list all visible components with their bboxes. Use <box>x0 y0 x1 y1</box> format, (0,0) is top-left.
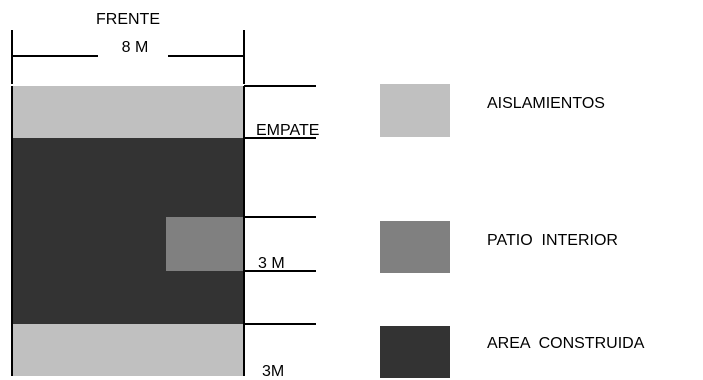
legend-swatch-patio-interior <box>380 221 450 273</box>
width-label: 8 M <box>122 39 149 56</box>
rear-dimension-label: 3M <box>262 363 284 380</box>
legend: AISLAMIENTOS PATIO INTERIOR AREA CONSTRU… <box>380 84 645 378</box>
legend-label-patio-interior: PATIO INTERIOR <box>487 232 618 249</box>
empate-label: EMPATE <box>256 122 319 139</box>
front-dimension: FRENTE 8 M <box>11 11 245 84</box>
rear-setback-zone <box>12 324 244 376</box>
front-setback-zone <box>12 86 244 138</box>
patio-dimension-label: 3 M <box>258 255 285 272</box>
legend-swatch-area-construida <box>380 326 450 378</box>
frente-label: FRENTE <box>96 11 160 28</box>
legend-label-aislamientos: AISLAMIENTOS <box>487 95 605 112</box>
interior-patio-zone <box>166 217 244 271</box>
legend-label-area-construida: AREA CONSTRUIDA <box>487 335 645 352</box>
legend-swatch-aislamientos <box>380 84 450 137</box>
